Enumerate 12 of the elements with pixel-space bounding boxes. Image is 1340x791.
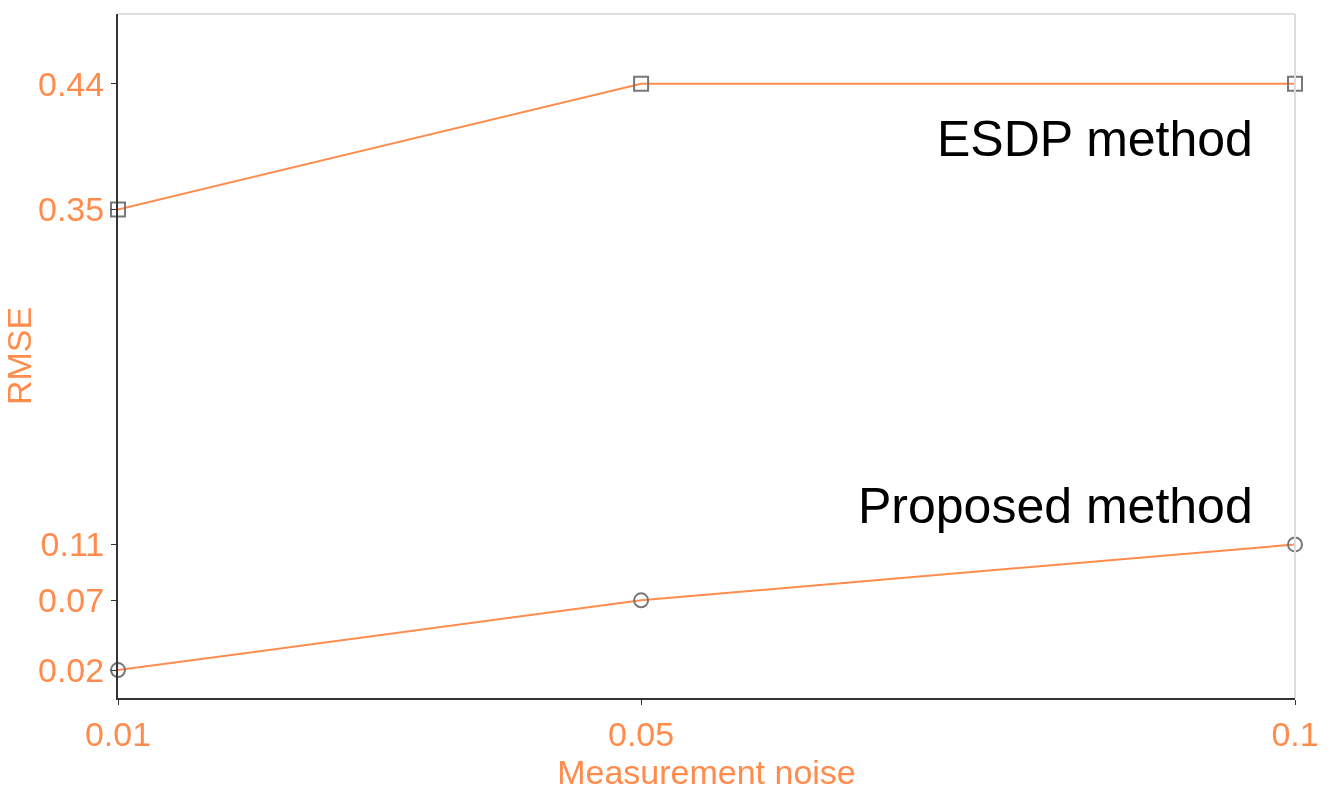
x-tick-label: 0.01 — [84, 714, 152, 753]
series-label: Proposed method — [858, 478, 1253, 534]
y-tick-label: 0.02 — [38, 650, 105, 689]
y-axis-title: RMSE — [0, 306, 38, 406]
x-tick-label: 0.1 — [1271, 714, 1319, 753]
y-tick-label: 0.35 — [38, 190, 105, 229]
x-axis-title: Measurement noise — [557, 752, 856, 791]
y-tick-label: 0.44 — [38, 64, 105, 103]
series-label: ESDP method — [937, 111, 1253, 167]
y-tick-label: 0.07 — [38, 581, 105, 620]
y-tick-label: 0.11 — [40, 525, 105, 564]
x-tick-label: 0.05 — [608, 714, 675, 753]
